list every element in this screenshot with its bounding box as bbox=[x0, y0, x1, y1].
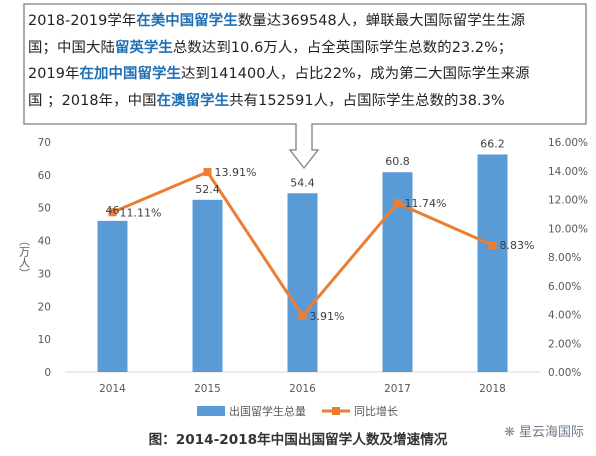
legend-label: 同比增长 bbox=[354, 404, 398, 418]
callout-segment: 达到141400人，占比22%，成为第二大国际学生来源 bbox=[180, 66, 530, 82]
callout-segment: 总数达到10.6万人，占全英国际学生总数的23.2%； bbox=[172, 39, 513, 56]
callout-line: 2018-2019学年在美中国留学生数量达369548人，蝉联最大国际留学生生源 bbox=[28, 8, 576, 35]
callout-highlight: 留英学生 bbox=[114, 39, 173, 56]
growth-value-label: 11.11% bbox=[120, 206, 162, 219]
y-tick-label: 0 bbox=[44, 367, 51, 379]
bar bbox=[192, 199, 223, 372]
callout-segment: 国 ；2018年，中国 bbox=[28, 92, 157, 109]
y2-tick-label: 0.00% bbox=[548, 367, 581, 379]
y2-tick-label: 2.00% bbox=[548, 338, 581, 350]
y2-tick-label: 6.00% bbox=[548, 281, 581, 293]
callout-segment: 2018-2019学年 bbox=[28, 13, 137, 29]
growth-marker bbox=[203, 168, 212, 177]
y-axis-title: （万人） bbox=[18, 235, 31, 279]
bar bbox=[97, 220, 128, 372]
y2-tick-label: 4.00% bbox=[548, 310, 581, 322]
growth-marker bbox=[108, 208, 117, 217]
y-tick-label: 10 bbox=[38, 334, 51, 346]
watermark-text: 星云海国际 bbox=[518, 425, 584, 440]
callout-line: 国 ；2018年，中国在澳留学生共有152591人，占国际学生总数的38.3% bbox=[28, 88, 576, 115]
growth-value-label: 11.74% bbox=[405, 197, 447, 210]
y-tick-label: 40 bbox=[38, 236, 51, 248]
chart-caption: 图：2014-2018年中国出国留学人数及增速情况 bbox=[148, 432, 448, 448]
growth-value-label: 8.83% bbox=[500, 239, 535, 252]
legend-bar-swatch bbox=[197, 406, 225, 416]
y2-tick-label: 14.00% bbox=[548, 166, 588, 178]
callout-text: 2018-2019学年在美中国留学生数量达369548人，蝉联最大国际留学生生源… bbox=[28, 8, 576, 114]
y-tick-label: 70 bbox=[38, 137, 51, 149]
x-tick-label: 2017 bbox=[384, 383, 411, 395]
y-tick-label: 30 bbox=[38, 268, 51, 280]
x-tick-label: 2016 bbox=[289, 383, 316, 395]
callout-box bbox=[23, 3, 587, 170]
callout-highlight: 在澳留学生 bbox=[156, 92, 230, 109]
bar-value-label: 66.2 bbox=[480, 137, 505, 150]
x-tick-label: 2015 bbox=[194, 383, 221, 395]
growth-marker bbox=[298, 311, 307, 320]
callout-highlight: 在美中国留学生 bbox=[136, 13, 238, 29]
y2-tick-label: 10.00% bbox=[548, 223, 588, 235]
callout-highlight: 在加中国留学生 bbox=[79, 66, 181, 82]
y-tick-label: 50 bbox=[38, 203, 51, 215]
growth-marker bbox=[488, 241, 497, 250]
legend-label: 出国留学生总量 bbox=[229, 404, 306, 418]
y-tick-label: 60 bbox=[38, 170, 51, 182]
callout-segment: 共有152591人，占国际学生总数的38.3% bbox=[229, 92, 505, 109]
bar bbox=[477, 154, 508, 372]
callout-segment: 2019年 bbox=[28, 66, 80, 82]
growth-marker bbox=[393, 199, 402, 208]
callout-segment: 国；中国大陆 bbox=[28, 39, 115, 56]
y-tick-label: 20 bbox=[38, 301, 51, 313]
bar-value-label: 60.8 bbox=[385, 155, 410, 168]
x-tick-label: 2014 bbox=[99, 383, 126, 395]
bar-value-label: 52.4 bbox=[195, 183, 220, 196]
y2-tick-label: 12.00% bbox=[548, 195, 588, 207]
wechat-icon: ❋ bbox=[504, 425, 515, 440]
y2-tick-label: 16.00% bbox=[548, 137, 588, 149]
callout: 2018-2019学年在美中国留学生数量达369548人，蝉联最大国际留学生生源… bbox=[0, 0, 596, 132]
callout-segment: 数量达369548人，蝉联最大国际留学生生源 bbox=[237, 13, 526, 29]
legend-line-marker bbox=[332, 407, 340, 415]
bar-value-label: 54.4 bbox=[290, 176, 315, 189]
bar-value-label: 46 bbox=[106, 204, 120, 217]
x-tick-label: 2018 bbox=[479, 383, 506, 395]
callout-line: 国；中国大陆留英学生总数达到10.6万人，占全英国际学生总数的23.2%； bbox=[28, 35, 576, 62]
growth-value-label: 3.91% bbox=[310, 310, 345, 323]
y2-tick-label: 8.00% bbox=[548, 252, 581, 264]
bar bbox=[287, 193, 318, 372]
watermark: ❋ 星云海国际 bbox=[504, 421, 584, 440]
callout-line: 2019年在加中国留学生达到141400人，占比22%，成为第二大国际学生来源 bbox=[28, 61, 576, 88]
growth-value-label: 13.91% bbox=[215, 166, 257, 179]
